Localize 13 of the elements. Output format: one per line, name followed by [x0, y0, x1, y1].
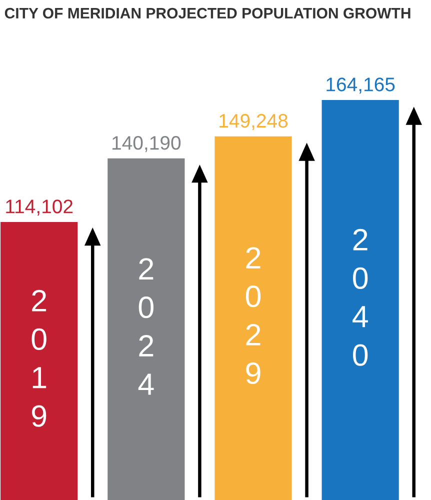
chart-title: CITY OF MERIDIAN PROJECTED POPULATION GROWTH: [4, 8, 410, 19]
data-label: 114,102: [6, 200, 73, 216]
data-label: 140,190: [112, 136, 181, 152]
bar: [108, 158, 185, 500]
bar: [0, 222, 78, 500]
bar: [322, 100, 399, 500]
x-tick-label: 2019: [32, 290, 46, 427]
data-label: 149,248: [220, 114, 288, 130]
x-tick-label: 2024: [138, 258, 154, 395]
data-label: 164,165: [326, 78, 395, 94]
bar: [214, 136, 292, 500]
x-tick-label: 2029: [246, 247, 261, 384]
x-tick-label: 2040: [352, 228, 368, 366]
